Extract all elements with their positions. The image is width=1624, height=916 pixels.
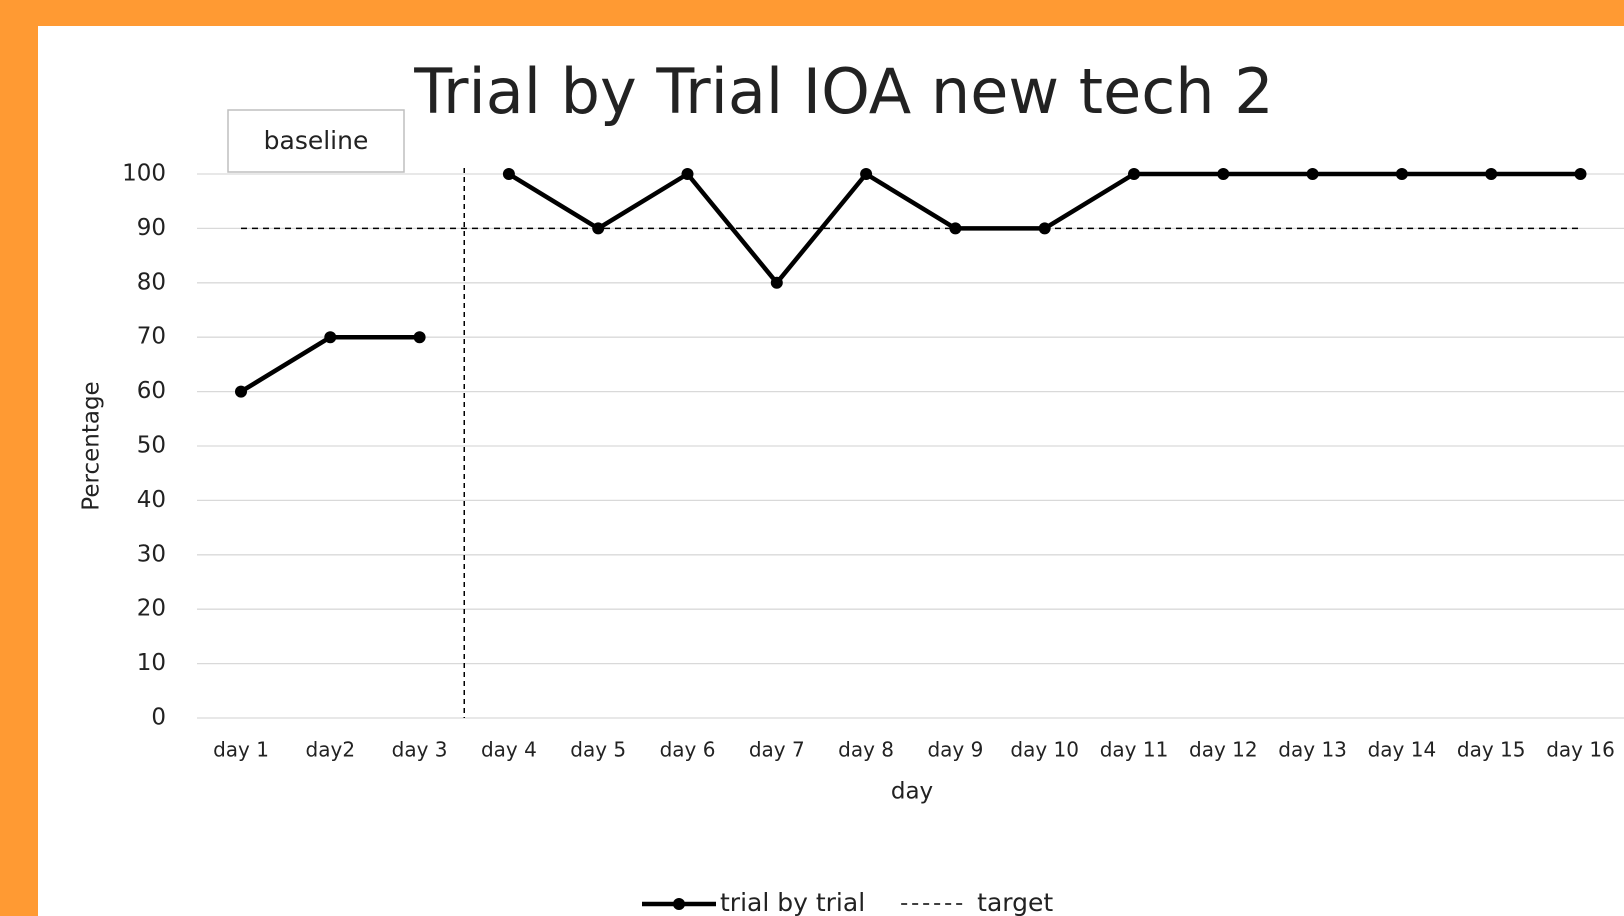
x-tick-label: day 15 [1457,738,1526,762]
data-point [1306,168,1319,180]
x-axis-label: day [891,779,933,805]
y-tick-label: 20 [137,596,166,622]
y-tick-label: 80 [137,269,166,295]
data-point [1217,168,1230,180]
y-tick-label: 90 [137,215,166,241]
y-tick-label: 0 [151,705,166,731]
x-tick-label: day 12 [1189,738,1258,762]
x-tick-label: day 5 [570,738,626,762]
y-tick-label: 70 [137,324,166,350]
x-tick-label: day 13 [1278,738,1347,762]
chart-title: Trial by Trial IOA new tech 2 [413,55,1274,128]
data-point [1485,168,1498,180]
phase-label: baseline [264,126,369,155]
data-point [502,168,515,180]
legend-label: trial by trial [720,888,865,916]
x-tick-label: day2 [306,738,356,762]
data-point [860,168,873,180]
x-tick-label: day 6 [660,738,716,762]
phase-label-box [227,109,405,173]
data-point [1574,168,1587,180]
x-tick-label: day 9 [927,738,983,762]
data-point [681,168,694,180]
x-tick-label: day 7 [749,738,805,762]
data-point [1395,168,1408,180]
x-tick-label: day 14 [1368,738,1437,762]
data-point [949,222,962,235]
legend-label: target [977,888,1053,916]
x-tick-label: day 1 [213,738,269,762]
data-point [413,331,426,344]
x-tick-label: day 3 [392,738,448,762]
y-tick-label: 30 [137,541,166,567]
y-axis-label: Percentage [79,381,105,510]
y-tick-label: 50 [137,433,166,459]
data-point [1128,168,1140,180]
y-tick-label: 10 [137,650,166,676]
y-tick-label: 40 [137,487,166,513]
legend-marker [673,898,685,910]
x-tick-label: day 16 [1546,738,1615,762]
data-point [235,385,247,398]
y-tick-label: 100 [122,161,166,187]
y-tick-label: 60 [137,378,166,404]
data-point [770,276,783,289]
x-tick-label: day 11 [1100,738,1169,762]
data-point [324,331,337,344]
x-tick-label: day 4 [481,738,537,762]
x-tick-label: day 8 [838,738,894,762]
x-tick-label: day 10 [1010,738,1079,762]
